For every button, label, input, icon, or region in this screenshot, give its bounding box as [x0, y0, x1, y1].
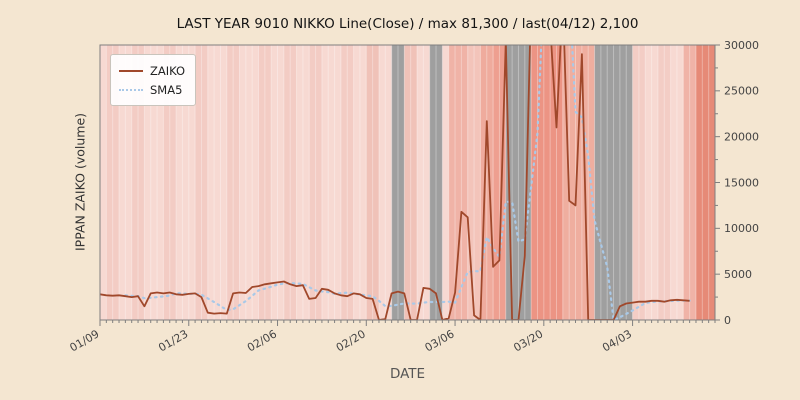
- legend-item-sma5: SMA5: [119, 80, 185, 99]
- band: [106, 45, 120, 320]
- x-axis-label: DATE: [389, 366, 426, 382]
- legend-label-zaiko: ZAIKO: [150, 63, 186, 78]
- band: [258, 45, 272, 320]
- band: [448, 45, 468, 320]
- band: [366, 45, 379, 320]
- y-tick-label: 0: [724, 314, 731, 327]
- x-tick-label: 02/20: [334, 327, 368, 354]
- legend-item-zaiko: ZAIKO: [119, 61, 185, 80]
- zaiko-line-sample-icon: [119, 69, 143, 72]
- legend-label-sma5: SMA5: [150, 82, 183, 97]
- x-axis: 01/09 01/23 02/06 02/20 03/06 03/20 04/03: [68, 320, 716, 354]
- band: [562, 45, 595, 320]
- zaiko-line: [100, 45, 690, 320]
- x-tick-label: 04/03: [600, 327, 634, 354]
- band: [632, 45, 646, 320]
- y-tick-label: 25000: [724, 85, 759, 98]
- band: [594, 45, 633, 320]
- band: [391, 45, 405, 320]
- band: [683, 45, 696, 320]
- band: [695, 45, 715, 320]
- y-axis: 0 5000 10000 15000 20000 25000 30000: [715, 39, 759, 327]
- y-tick-label: 15000: [724, 176, 759, 189]
- band: [131, 45, 145, 320]
- band: [163, 45, 177, 320]
- y-tick-label: 30000: [724, 39, 759, 52]
- band: [404, 45, 418, 320]
- legend-box: ZAIKO SMA5: [110, 54, 197, 106]
- band: [340, 45, 354, 320]
- band: [283, 45, 297, 320]
- y-tick-label: 10000: [724, 222, 759, 235]
- x-tick-label: 01/23: [156, 327, 190, 354]
- y-axis-label: IPPAN ZAIKO (volume): [72, 112, 88, 252]
- x-tick-label: 03/06: [423, 327, 457, 354]
- band: [309, 45, 322, 320]
- band: [657, 45, 671, 320]
- band: [467, 45, 481, 320]
- band: [195, 45, 208, 320]
- x-tick-label: 01/09: [68, 327, 102, 354]
- y-tick-label: 5000: [724, 268, 752, 281]
- band: [429, 45, 443, 320]
- chart-title: LAST YEAR 9010 NIKKO Line(Close) / max 8…: [176, 16, 639, 32]
- band: [226, 45, 240, 320]
- x-tick-label: 02/06: [245, 327, 279, 354]
- sma5-line-sample-icon: [119, 88, 143, 91]
- y-tick-label: 20000: [724, 131, 759, 144]
- x-tick-label: 03/20: [511, 327, 545, 354]
